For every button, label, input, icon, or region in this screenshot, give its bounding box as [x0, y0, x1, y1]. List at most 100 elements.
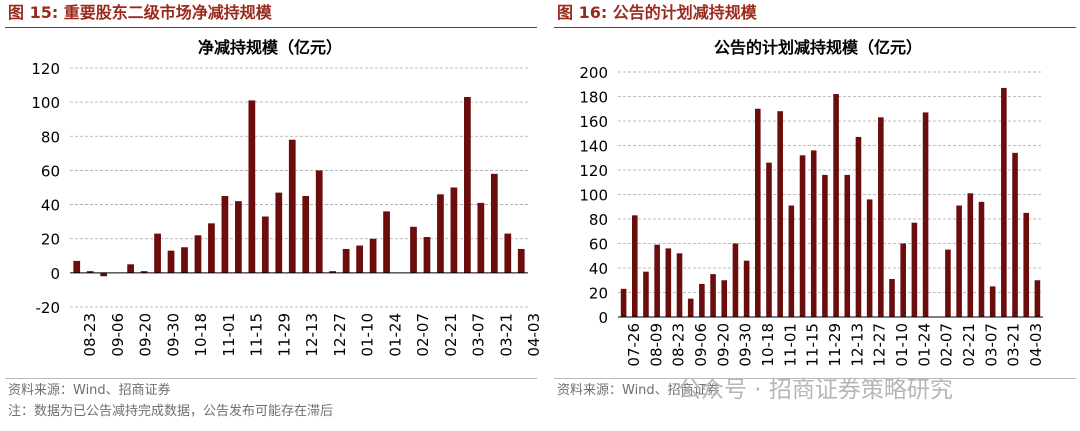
x-tick-label: 11-29	[275, 313, 293, 357]
x-tick-label: 11-29	[826, 323, 844, 367]
bar	[631, 215, 638, 317]
bar	[490, 173, 498, 273]
bar	[410, 226, 417, 273]
y-tick-label: 60	[41, 162, 60, 180]
x-tick-label: 01-10	[893, 323, 911, 367]
x-tick-label: 01-24	[915, 323, 933, 367]
x-tick-label: 04-03	[1027, 323, 1045, 367]
y-tick-label: 140	[579, 138, 608, 156]
figure-16-bottom-rule	[554, 378, 1076, 379]
bar	[208, 223, 215, 273]
x-tick-label: 12-13	[303, 313, 321, 357]
bar	[777, 111, 783, 317]
bar	[140, 271, 148, 273]
figure-16-title: 图 16: 公告的计划减持规模	[557, 3, 757, 22]
bar	[383, 211, 390, 273]
y-tick-label: 40	[41, 197, 60, 215]
bar	[342, 248, 350, 273]
x-tick-label: 12-13	[848, 323, 866, 367]
x-tick-label: 12-27	[331, 313, 349, 357]
bar	[956, 205, 962, 317]
bar	[423, 237, 431, 273]
x-tick-label: 02-07	[414, 313, 432, 357]
y-tick-label: -20	[36, 299, 61, 317]
y-tick-label: 100	[579, 187, 608, 205]
bar	[620, 288, 627, 317]
bar	[450, 187, 458, 273]
bar	[275, 192, 283, 273]
bar	[261, 216, 269, 273]
bar	[194, 235, 202, 273]
figure-15-bottom-rule	[5, 378, 537, 379]
bar	[302, 196, 310, 273]
watermark: 公众号 · 招商证券策略研究	[678, 377, 953, 403]
y-tick-label: 40	[589, 260, 608, 278]
x-tick-label: 02-21	[442, 313, 460, 357]
bar	[181, 247, 188, 273]
bar	[855, 136, 862, 317]
bar	[73, 260, 81, 273]
x-tick-label: 11-01	[220, 313, 238, 357]
bar	[822, 174, 828, 317]
y-tick-label: 160	[579, 113, 608, 131]
x-tick-label: 03-21	[497, 313, 515, 357]
bar	[477, 202, 485, 273]
x-tick-label: 03-21	[1005, 323, 1023, 367]
bar	[755, 108, 761, 317]
x-tick-label: 02-07	[938, 323, 956, 367]
chart-15-title: 净减持规模（亿元）	[198, 38, 342, 57]
figure-15-title-rule	[5, 27, 537, 28]
bar	[945, 249, 951, 317]
y-tick-label: 120	[31, 60, 60, 78]
bar	[464, 97, 471, 273]
x-tick-label: 09-20	[137, 313, 155, 357]
bar	[356, 245, 363, 273]
bar	[710, 274, 716, 317]
x-tick-label: 08-09	[647, 323, 665, 367]
bar	[810, 150, 817, 317]
figure-15-source: 资料来源：Wind、招商证券	[8, 383, 171, 398]
x-tick-label: 09-06	[692, 323, 710, 367]
x-tick-label: 09-20	[714, 323, 732, 367]
x-tick-label: 11-15	[248, 313, 266, 357]
bar	[86, 271, 94, 273]
bar	[766, 162, 772, 317]
x-tick-label: 12-27	[871, 323, 889, 367]
figure-15-note: 注：数据为已公告减持完成数据，公告发布可能存在滞后	[8, 404, 334, 419]
bar	[100, 272, 108, 277]
bar	[721, 280, 728, 317]
x-tick-label: 08-23	[81, 313, 99, 357]
bar	[654, 244, 660, 317]
y-tick-label: 60	[589, 236, 608, 254]
bar	[437, 194, 444, 273]
bar	[788, 205, 795, 317]
x-tick-label: 10-18	[759, 323, 777, 367]
y-tick-label: 0	[50, 265, 60, 283]
bar	[878, 117, 884, 317]
x-tick-label: 04-03	[525, 313, 543, 357]
bar	[643, 271, 649, 317]
bar	[889, 279, 895, 317]
bar	[288, 139, 296, 273]
figure-15-chart: 净减持规模（亿元） -20 0 20 40 60 80 100 120 08-23 09-06 0…	[31, 38, 543, 357]
bar	[1001, 87, 1007, 317]
bar	[900, 243, 906, 317]
bar	[844, 174, 851, 317]
x-tick-label: 03-07	[470, 313, 488, 357]
bar	[676, 253, 683, 317]
bar	[248, 100, 256, 273]
x-tick-label: 01-24	[386, 313, 404, 357]
bar	[1012, 152, 1018, 317]
bar	[517, 248, 525, 273]
x-tick-label: 09-30	[164, 313, 182, 357]
bar	[687, 298, 694, 317]
bar	[866, 199, 873, 317]
bar	[743, 260, 750, 317]
x-tick-label: 09-30	[737, 323, 755, 367]
y-tick-label: 20	[589, 285, 608, 303]
x-tick-label: 11-01	[781, 323, 799, 367]
bar	[315, 170, 323, 273]
bar	[732, 243, 739, 317]
bar	[504, 233, 512, 273]
bar	[799, 155, 806, 317]
